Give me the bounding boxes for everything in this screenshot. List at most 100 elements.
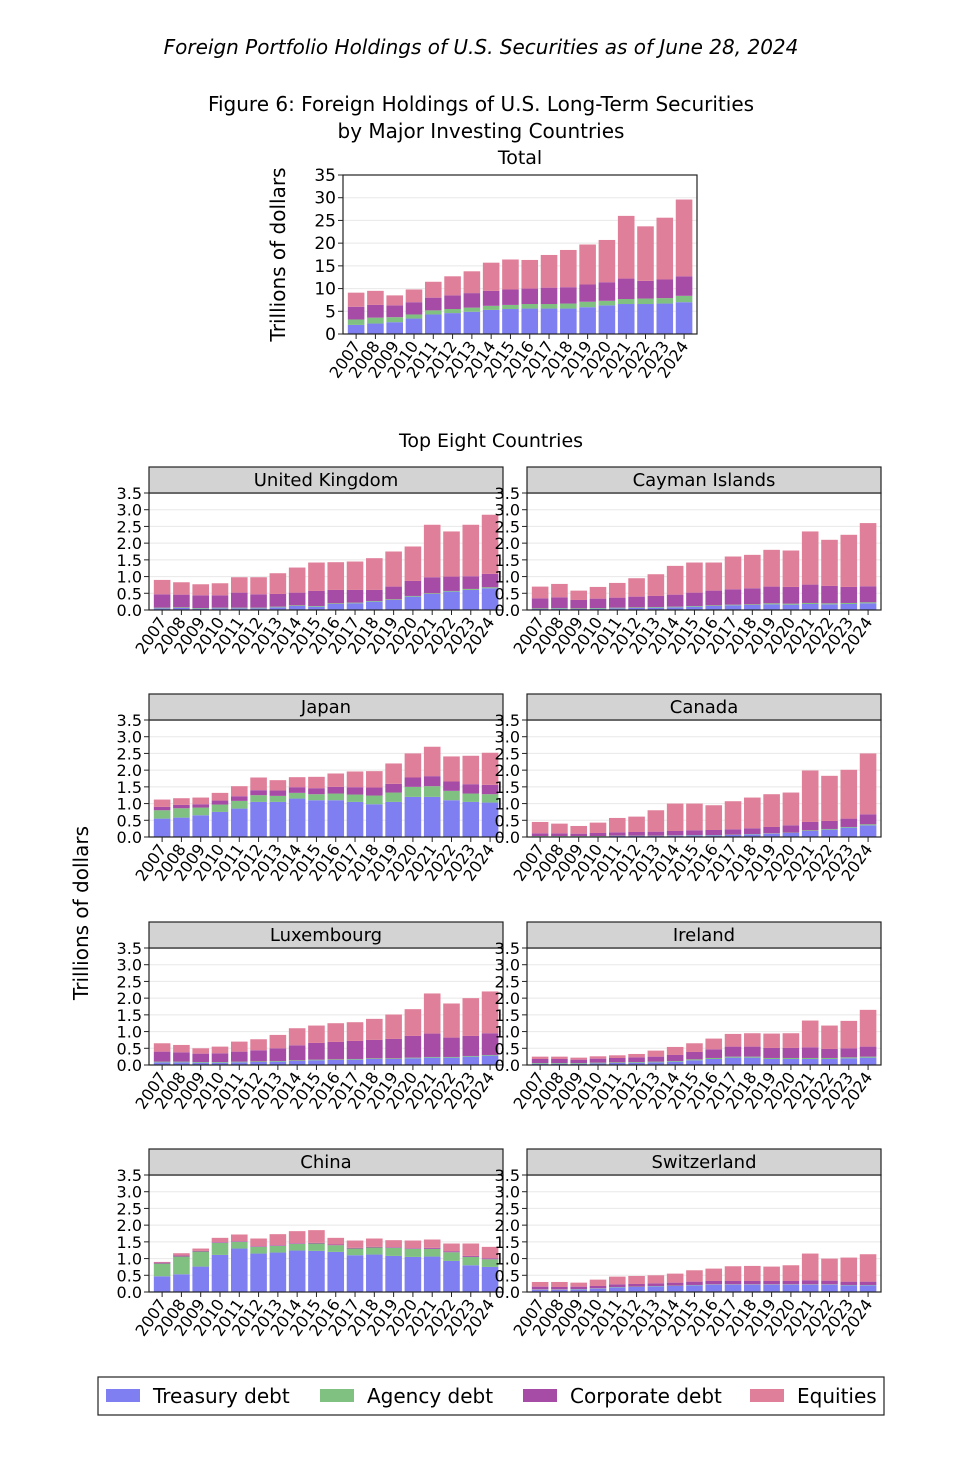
bar-agency-2020 [404, 595, 422, 597]
bar-treasury-2014 [288, 1250, 306, 1292]
bar-equities-2017 [724, 801, 742, 830]
bar-equities-2012 [628, 1275, 645, 1284]
bar-equities-2014 [482, 262, 500, 291]
bar-treasury-2023 [656, 303, 674, 334]
bar-equities-2023 [840, 1257, 858, 1282]
bar-corporate-2013 [647, 831, 665, 836]
bar-treasury-2018 [366, 1058, 383, 1065]
bar-treasury-2016 [705, 1284, 723, 1292]
bar-treasury-2022 [443, 1260, 460, 1292]
bar-treasury-2015 [308, 1250, 325, 1292]
bar-treasury-2017 [346, 603, 364, 610]
bar-treasury-2024 [481, 802, 499, 837]
bar-corporate-2007 [531, 1286, 549, 1290]
bar-equities-2023 [656, 217, 674, 280]
bar-corporate-2019 [763, 1047, 780, 1058]
bar-corporate-2016 [327, 589, 345, 604]
bar-equities-2023 [462, 998, 480, 1036]
bar-treasury-2021 [423, 593, 441, 610]
bar-agency-2016 [327, 603, 345, 604]
bar-agency-2009 [192, 1061, 209, 1063]
bar-corporate-2015 [502, 289, 519, 305]
y-tick-label: 2.5 [117, 744, 142, 763]
bar-equities-2007 [153, 799, 171, 807]
bar-corporate-2019 [385, 1247, 402, 1248]
bar-corporate-2015 [686, 1051, 703, 1060]
bar-agency-2016 [705, 1057, 723, 1059]
bar-treasury-2022 [821, 829, 838, 837]
bar-treasury-2021 [801, 603, 819, 610]
y-tick-label: 1.5 [117, 1233, 142, 1252]
bar-agency-2021 [801, 602, 819, 604]
bar-treasury-2016 [327, 1251, 345, 1292]
facet-y-axis-label: Trillions of dollars [69, 826, 93, 1001]
bar-agency-2017 [346, 794, 364, 802]
bar-corporate-2020 [404, 580, 422, 596]
facet-strip [526, 1148, 882, 1176]
bar-corporate-2016 [521, 288, 539, 305]
bar-equities-2012 [250, 777, 267, 791]
bar-treasury-2019 [763, 1058, 780, 1065]
bar-equities-2021 [801, 770, 819, 822]
bar-equities-2011 [230, 1041, 248, 1052]
bar-agency-2012 [628, 607, 645, 608]
bar-treasury-2023 [462, 801, 480, 837]
bar-treasury-2012 [250, 1253, 267, 1292]
bar-treasury-2021 [801, 830, 819, 837]
bar-treasury-2024 [859, 1285, 877, 1292]
bar-equities-2014 [288, 1231, 306, 1244]
bar-treasury-2010 [211, 1254, 229, 1292]
bar-corporate-2013 [269, 1245, 287, 1246]
bar-equities-2021 [801, 1020, 819, 1048]
y-tick-label: 15 [314, 257, 336, 277]
bar-treasury-2008 [551, 608, 568, 610]
bar-agency-2020 [404, 786, 422, 797]
bar-corporate-2014 [288, 1045, 306, 1061]
bar-treasury-2010 [211, 608, 229, 610]
bar-equities-2022 [821, 1025, 838, 1049]
bar-corporate-2013 [269, 790, 287, 796]
bar-equities-2012 [444, 276, 461, 296]
bar-agency-2011 [230, 1061, 248, 1063]
bar-corporate-2008 [551, 1286, 568, 1290]
bar-agency-2014 [666, 606, 684, 608]
bar-equities-2021 [801, 531, 819, 585]
y-tick-label: 0.0 [117, 1056, 142, 1075]
bar-equities-2021 [423, 524, 441, 578]
bar-treasury-2021 [423, 1256, 441, 1292]
bar-equities-2011 [230, 786, 248, 797]
bar-agency-2021 [617, 299, 635, 305]
bar-treasury-2020 [404, 1058, 422, 1065]
chart-luxembourg: 0.00.51.01.52.02.53.03.52007200820092010… [117, 921, 504, 1113]
bar-equities-2018 [366, 558, 383, 590]
bar-corporate-2008 [551, 597, 568, 608]
bar-equities-2007 [347, 292, 365, 307]
bar-agency-2019 [385, 792, 402, 802]
bar-equities-2014 [666, 1046, 684, 1055]
bar-treasury-2019 [763, 833, 780, 837]
chart-cayman-islands: 0.00.51.01.52.02.53.03.52007200820092010… [495, 466, 882, 658]
bar-equities-2017 [724, 1033, 742, 1047]
bar-corporate-2008 [173, 594, 190, 608]
bar-treasury-2023 [840, 827, 858, 837]
bar-treasury-2019 [579, 307, 596, 334]
bar-corporate-2018 [366, 1246, 383, 1248]
y-tick-label: 3.5 [495, 939, 520, 958]
bar-corporate-2024 [481, 1033, 499, 1055]
bar-treasury-2009 [386, 322, 403, 334]
bar-equities-2010 [211, 1046, 229, 1054]
bar-corporate-2021 [423, 1247, 441, 1249]
bar-corporate-2022 [443, 576, 460, 591]
bar-treasury-2017 [724, 834, 742, 837]
bar-corporate-2022 [443, 781, 460, 791]
bar-agency-2022 [443, 790, 460, 801]
bar-corporate-2012 [628, 1283, 645, 1287]
y-tick-label: 2.0 [495, 534, 520, 553]
facet-title: Switzerland [652, 1152, 757, 1173]
y-tick-label: 0.0 [495, 1283, 520, 1302]
bar-treasury-2020 [404, 1256, 422, 1292]
bar-equities-2008 [173, 582, 190, 595]
bar-corporate-2010 [211, 800, 229, 805]
bar-corporate-2012 [250, 1050, 267, 1062]
y-tick-label: 0.0 [117, 828, 142, 847]
